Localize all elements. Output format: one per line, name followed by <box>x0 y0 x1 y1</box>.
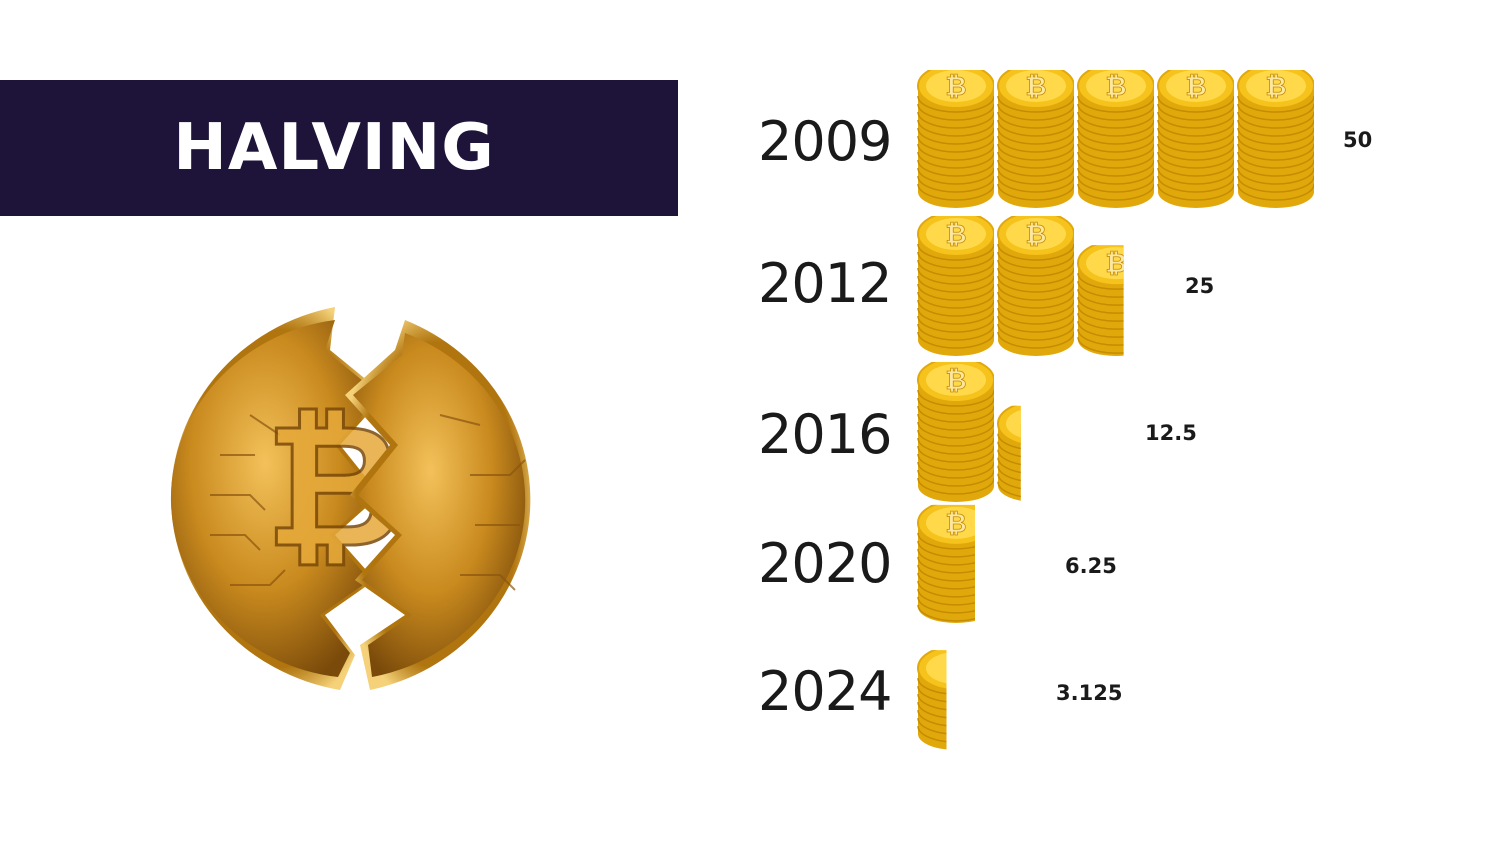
coin-bar-2016: ₿₿ <box>917 362 1046 502</box>
bitcoin-symbol-icon: ₿ <box>1105 72 1126 102</box>
value-label: 25 <box>1185 274 1215 298</box>
value-label: 3.125 <box>1056 681 1123 705</box>
bitcoin-symbol-icon: ₿ <box>1025 220 1046 250</box>
bitcoin-symbol-icon: ₿ <box>1025 410 1046 440</box>
bitcoin-symbol-icon: ₿ <box>945 366 966 396</box>
year-label: 2016 <box>758 403 892 466</box>
bitcoin-symbol-icon: ₿ <box>1105 249 1126 279</box>
coin-stack: ₿ <box>997 405 1046 501</box>
bitcoin-symbol-icon: ₿ <box>1185 72 1206 102</box>
year-label: 2024 <box>758 660 892 723</box>
coin-stack: ₿ <box>1077 70 1154 208</box>
broken-bitcoin-icon: ₿ <box>170 307 531 690</box>
value-label: 6.25 <box>1065 554 1117 578</box>
coin-stack: ₿ <box>917 70 994 208</box>
bitcoin-symbol-icon: ₿ <box>945 654 966 684</box>
title-banner: HALVING <box>0 80 678 216</box>
bitcoin-symbol-icon: ₿ <box>1025 72 1046 102</box>
reward-chart: ₿ ₿ ₿ ₿ ₿₿ ₿₿₿₿₿₿ <box>917 70 1314 750</box>
year-label: 2012 <box>758 252 892 315</box>
value-label: 12.5 <box>1145 421 1197 445</box>
coin-stack: ₿ <box>917 362 994 502</box>
coin-bar-2012: ₿ ₿ ₿ <box>917 216 1126 356</box>
year-label: 2020 <box>758 532 892 595</box>
bitcoin-symbol-icon: ₿ <box>1265 72 1286 102</box>
bitcoin-symbol-icon: ₿ <box>945 509 966 539</box>
coin-stack: ₿ <box>1077 245 1126 356</box>
coin-stack: ₿ <box>917 504 975 623</box>
coin-stack: ₿ <box>997 216 1074 356</box>
bitcoin-symbol-icon: ₿ <box>945 220 966 250</box>
coin-stack: ₿ <box>917 650 966 750</box>
coin-stack: ₿ <box>1237 70 1314 208</box>
bitcoin-symbol-icon: ₿ <box>945 72 966 102</box>
coin-bar-2009: ₿ ₿ ₿ ₿ ₿ <box>917 70 1314 208</box>
value-label: 50 <box>1343 128 1373 152</box>
coin-stack: ₿ <box>1157 70 1234 208</box>
coin-stack: ₿ <box>917 216 994 356</box>
coin-bar-2024: ₿ <box>917 650 966 750</box>
coin-bar-2020: ₿ <box>917 504 975 623</box>
page-title: HALVING <box>173 111 495 185</box>
coin-stack: ₿ <box>997 70 1074 208</box>
year-label: 2009 <box>758 110 892 173</box>
